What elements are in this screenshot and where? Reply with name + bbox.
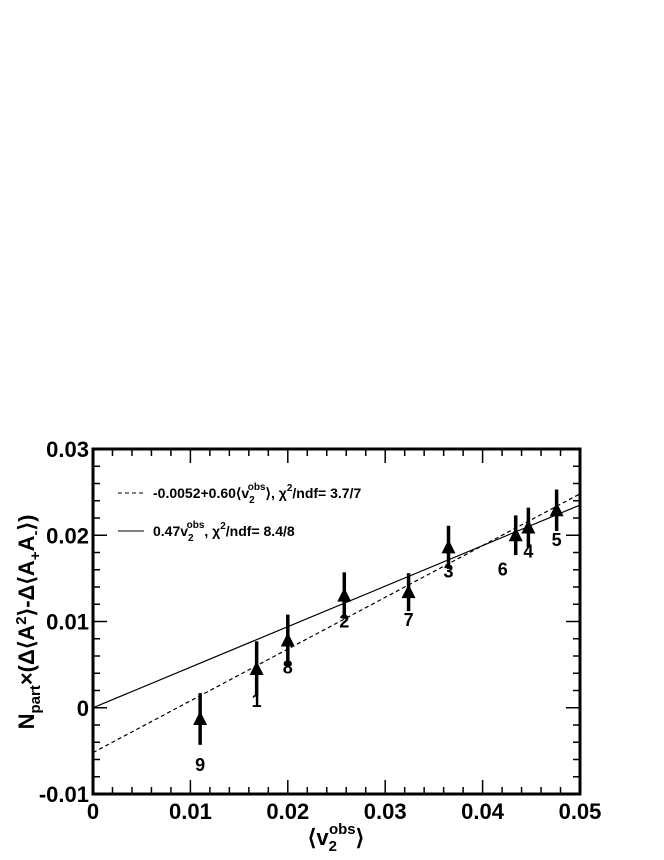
legend-superscript: obs <box>248 482 266 493</box>
legend-text-part: , χ <box>204 523 220 539</box>
data-point-marker <box>337 587 352 602</box>
legend-text-part: /ndf= 3.7/7 <box>292 485 361 501</box>
legend-text-part: 0.47v <box>153 523 188 539</box>
point-label: 3 <box>444 561 454 581</box>
y-tick-label: 0 <box>77 696 89 721</box>
legend-entry-dashed-fit: -0.0052+0.60⟨v2obs⟩, χ2/ndf= 3.7/7 <box>153 482 361 506</box>
legend-subscript: 2 <box>188 533 194 544</box>
data-point-marker <box>441 539 456 554</box>
y-tick-label: 0.01 <box>46 610 89 635</box>
legend-text-part: ⟩, χ <box>266 485 287 501</box>
point-label: 9 <box>195 755 205 775</box>
data-point-marker <box>508 527 523 542</box>
x-axis-title-subscript: 2 <box>329 838 337 855</box>
fit-lines <box>93 493 580 754</box>
y-axis-title: Npart×(Δ⟨A2⟩-Δ⟨A+A-⟩) <box>13 515 44 730</box>
legend-entry-solid-fit: 0.47v2obs, χ2/ndf= 8.4/8 <box>153 520 295 544</box>
fit-line-dashed <box>93 493 580 754</box>
x-axis-title-main: ⟨v <box>308 825 330 850</box>
y-axis-title-subscript: - <box>27 531 44 536</box>
y-axis-title-superscript: 2 <box>13 616 30 624</box>
legend-text-part: -0.0052+0.60⟨v <box>153 485 249 501</box>
y-axis-title-part: ×(Δ⟨A <box>14 625 39 686</box>
data-point-marker <box>401 584 416 599</box>
data-point-marker <box>193 710 208 725</box>
point-label: 5 <box>552 530 562 550</box>
y-axis-title-subscript: part <box>27 685 44 713</box>
y-axis-title-subscript: + <box>27 551 44 560</box>
x-axis-title: ⟨v2obs⟩ <box>308 821 364 855</box>
y-tick-label: -0.01 <box>39 782 89 807</box>
y-axis-title-part: ⟩-Δ⟨A <box>14 560 39 616</box>
point-label: 1 <box>252 691 262 711</box>
point-label: 2 <box>339 612 349 632</box>
data-point-marker <box>249 660 264 675</box>
data-point-marker <box>521 519 536 534</box>
x-axis-title-superscript: obs <box>329 821 356 838</box>
data-point-marker <box>549 502 564 517</box>
y-axis-title-part: ⟩) <box>14 515 39 531</box>
point-label: 8 <box>283 657 293 677</box>
y-tick-label: 0.02 <box>46 523 89 548</box>
data-point-marker <box>280 632 295 647</box>
point-label: 6 <box>498 559 508 579</box>
x-tick-label: 0.03 <box>364 799 407 824</box>
legend: -0.0052+0.60⟨v2obs⟩, χ2/ndf= 3.7/7 0.47v… <box>118 482 361 544</box>
y-tick-label: 0.03 <box>46 437 89 462</box>
point-label: 7 <box>404 610 414 630</box>
x-tick-label: 0.01 <box>169 799 212 824</box>
legend-text-part: /ndf= 8.4/8 <box>226 523 295 539</box>
x-tick-label: 0.02 <box>266 799 309 824</box>
x-tick-label: 0.04 <box>461 799 505 824</box>
legend-subscript: 2 <box>249 495 255 506</box>
fit-line-solid <box>93 504 580 709</box>
legend-superscript: 2 <box>287 483 293 494</box>
legend-superscript: 2 <box>220 521 226 532</box>
x-axis-title-close: ⟩ <box>356 825 365 850</box>
x-tick-label: 0.05 <box>559 799 602 824</box>
legend-superscript: obs <box>187 520 205 531</box>
y-axis-title-part: A <box>14 535 39 551</box>
x-tick-label: 0 <box>87 799 99 824</box>
y-axis-title-part: N <box>14 714 39 730</box>
data-points: 1 2 3 45 6 7 8 9 <box>193 489 564 775</box>
point-label: 4 <box>523 541 533 561</box>
